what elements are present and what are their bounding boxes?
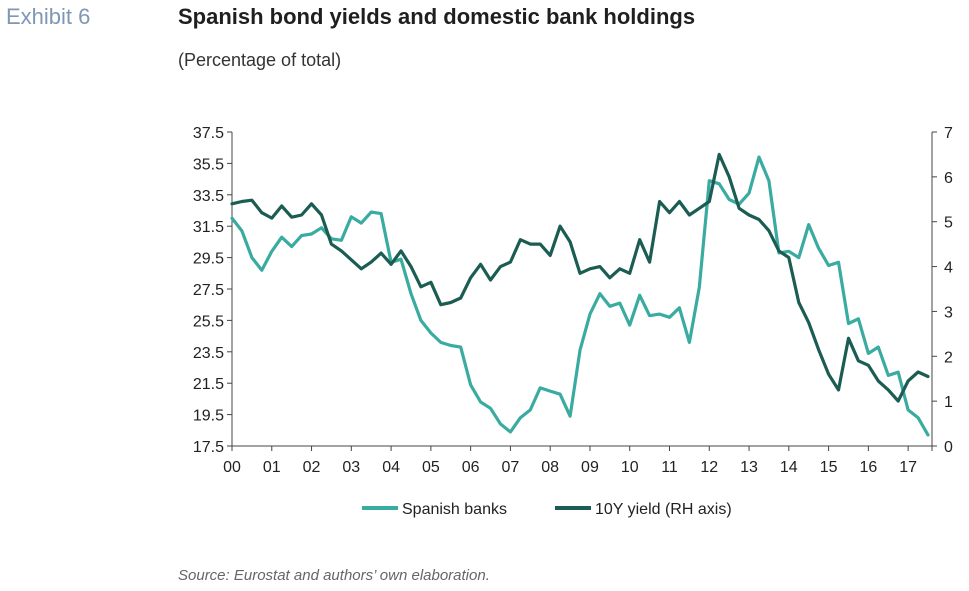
chart-axes: 37.5 35.5 33.5 31.5 29.5 27.5 25.5 23.5 21.5 19.5… — [193, 125, 953, 476]
left-tick-label: 31.5 — [193, 219, 224, 236]
right-tick-label: 5 — [944, 215, 953, 232]
right-tick-label: 2 — [944, 349, 953, 366]
chart-legend: Spanish banks 10Y yield (RH axis) — [362, 501, 732, 518]
left-tick-label: 29.5 — [193, 251, 224, 268]
legend-label-banks: Spanish banks — [402, 501, 507, 518]
left-tick-label: 25.5 — [193, 313, 224, 330]
right-tick-label: 3 — [944, 304, 953, 321]
right-tick-label: 4 — [944, 260, 953, 277]
left-tick-label: 21.5 — [193, 376, 224, 393]
left-tick-label: 33.5 — [193, 188, 224, 205]
x-tick-label: 16 — [859, 459, 877, 476]
x-tick-label: 11 — [661, 459, 678, 476]
right-tick-label: 7 — [944, 125, 953, 142]
exhibit-label: Exhibit 6 — [6, 4, 91, 29]
left-tick-label: 23.5 — [193, 345, 224, 362]
x-tick-label: 08 — [541, 459, 559, 476]
right-tick-label: 1 — [944, 394, 953, 411]
left-tick-label: 37.5 — [193, 125, 224, 142]
chart-title: Spanish bond yields and domestic bank ho… — [178, 4, 696, 29]
x-tick-label: 06 — [462, 459, 480, 476]
left-tick-label: 27.5 — [193, 282, 224, 299]
right-tick-label: 0 — [944, 439, 953, 456]
x-tick-label: 13 — [740, 459, 758, 476]
right-tick-label: 6 — [944, 170, 953, 187]
x-tick-label: 15 — [820, 459, 838, 476]
x-tick-label: 03 — [342, 459, 360, 476]
left-tick-label: 19.5 — [193, 408, 224, 425]
x-tick-label: 02 — [303, 459, 321, 476]
source-note: Source: Eurostat and authors’ own elabor… — [178, 567, 490, 584]
x-tick-label: 04 — [382, 459, 400, 476]
x-tick-label: 12 — [700, 459, 718, 476]
left-tick-label: 35.5 — [193, 156, 224, 173]
x-tick-label: 17 — [899, 459, 917, 476]
chart-series — [230, 152, 930, 437]
x-tick-label: 07 — [502, 459, 520, 476]
chart-canvas: 37.5 35.5 33.5 31.5 29.5 27.5 25.5 23.5 21.5 19.5… — [193, 125, 953, 518]
x-tick-label: 01 — [263, 459, 281, 476]
x-tick-label: 14 — [780, 459, 798, 476]
x-tick-label: 00 — [223, 459, 241, 476]
series-line-yield — [230, 152, 930, 403]
left-tick-label: 17.5 — [193, 439, 224, 456]
x-tick-label: 09 — [581, 459, 599, 476]
legend-label-yield: 10Y yield (RH axis) — [595, 501, 732, 518]
x-tick-label: 05 — [422, 459, 440, 476]
x-tick-label: 10 — [621, 459, 639, 476]
series-line-banks — [230, 155, 930, 437]
chart-subtitle: (Percentage of total) — [178, 50, 342, 70]
